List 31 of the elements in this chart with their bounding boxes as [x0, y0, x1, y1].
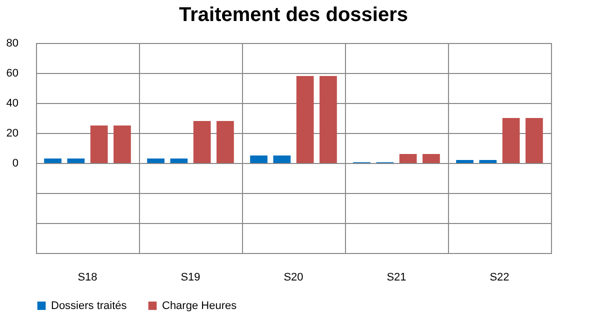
bar — [502, 118, 520, 163]
bar — [422, 154, 440, 163]
bar — [320, 76, 337, 163]
bar — [114, 126, 131, 163]
legend-label: Charge Heures — [162, 300, 238, 312]
bar — [67, 158, 85, 163]
x-tick-label: S18 — [78, 272, 98, 284]
bar — [479, 160, 497, 163]
bar — [90, 126, 108, 163]
bar — [456, 160, 474, 163]
bar — [273, 156, 291, 163]
y-tick-label: 20 — [6, 128, 18, 140]
x-tick-label: S21 — [386, 272, 406, 284]
x-tick-label: S22 — [490, 272, 510, 284]
x-tick-label: S20 — [284, 272, 304, 284]
bar — [44, 158, 62, 163]
bar — [216, 121, 234, 163]
bar — [147, 158, 164, 163]
y-tick-label: 40 — [6, 98, 18, 110]
bar — [170, 158, 188, 163]
bar — [399, 154, 417, 163]
x-tick-label: S19 — [180, 272, 200, 284]
y-tick-label: 80 — [6, 38, 18, 50]
bar — [526, 118, 543, 163]
y-tick-label: 60 — [6, 68, 18, 80]
chart-title: Traitement des dossiers — [179, 4, 408, 26]
bar — [193, 121, 211, 163]
legend-label: Dossiers traités — [51, 300, 128, 312]
bar — [250, 156, 268, 163]
y-tick-label: 0 — [12, 158, 18, 170]
bar — [296, 76, 314, 163]
